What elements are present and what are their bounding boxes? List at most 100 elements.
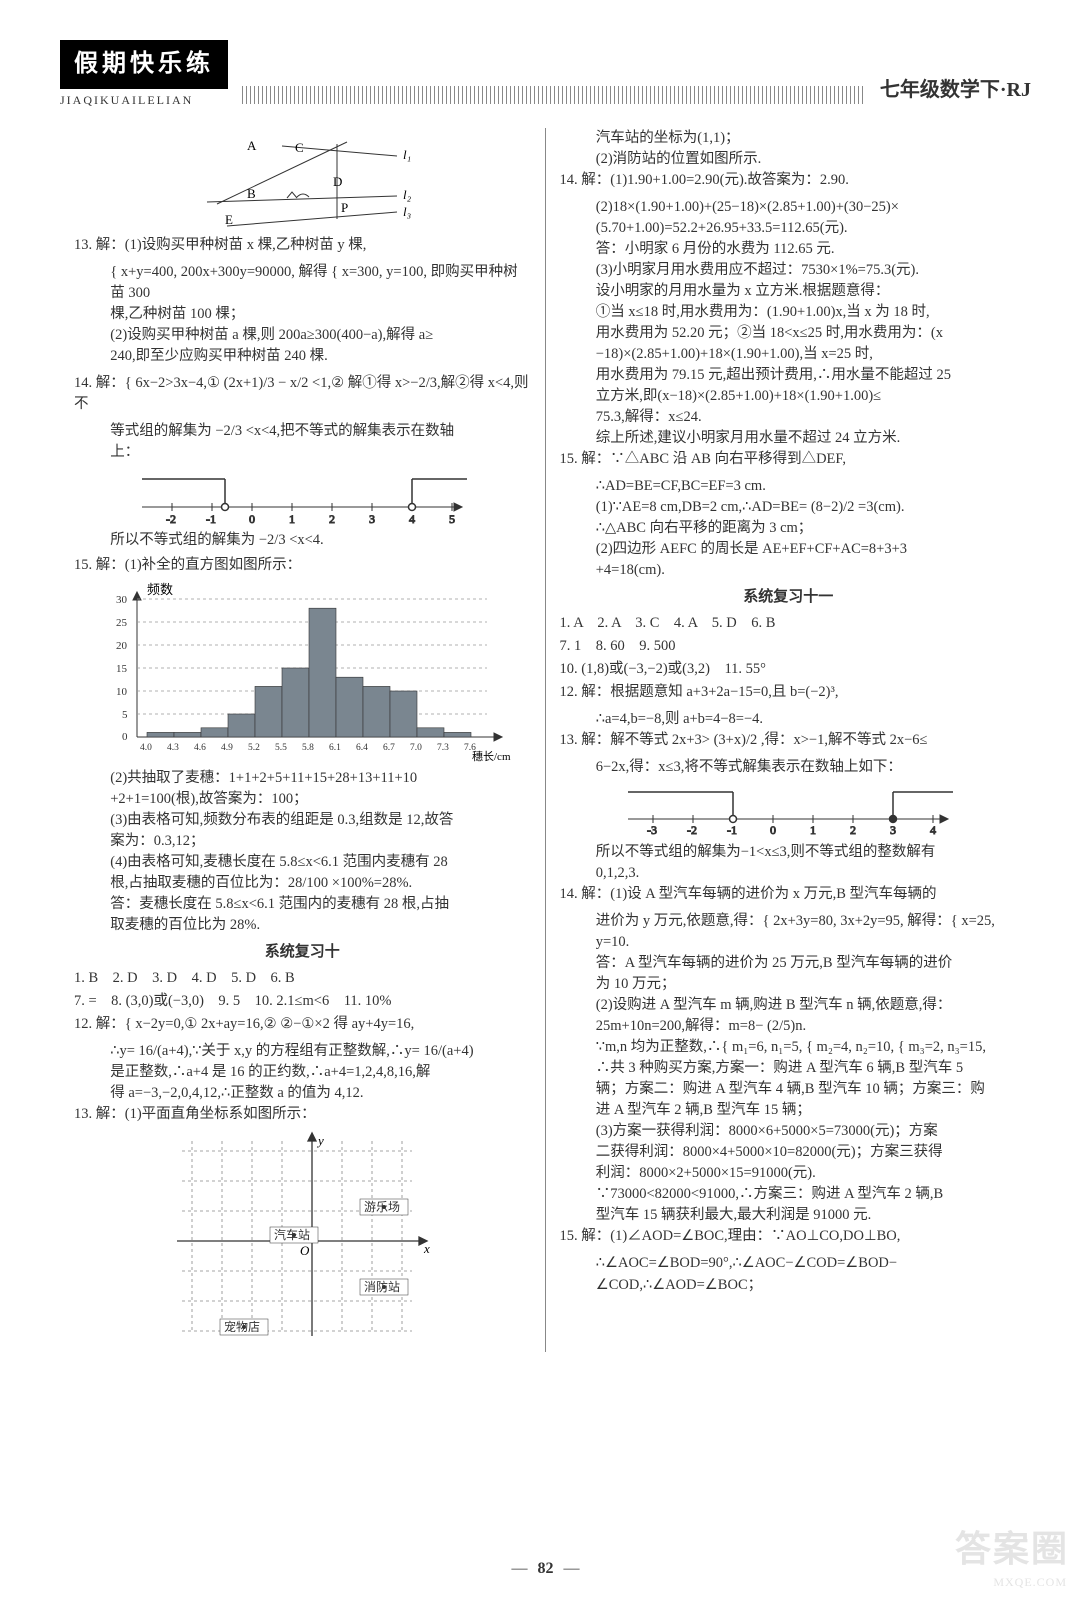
watermark: 答案圈: [955, 1522, 1069, 1578]
svg-text:-2: -2: [687, 823, 697, 836]
r-q14b-4: 为 10 万元；: [560, 974, 1018, 995]
content-columns: A C l₁ B D l₂ E P l₃ 13. 解：(1)设购买甲种树苗 x …: [60, 128, 1031, 1352]
svg-text:4.0: 4.0: [140, 743, 152, 753]
svg-text:4: 4: [930, 823, 936, 836]
r-q13-4: 0,1,2,3.: [560, 863, 1018, 884]
svg-text:-3: -3: [647, 823, 657, 836]
svg-text:20: 20: [116, 640, 128, 652]
r-q14-5: (3)小明家月用水费用应不超过：7530×1%=75.3(元).: [560, 260, 1018, 281]
section-10-title: 系统复习十: [74, 942, 531, 964]
r-q14-13: 综上所述,建议小明家月用水量不超过 24 立方米.: [560, 428, 1018, 449]
r-q14b-1: 14. 解：(1)设 A 型汽车每辆的进价为 x 万元,B 型汽车每辆的: [560, 884, 1018, 905]
svg-text:5: 5: [122, 709, 128, 721]
r-q14b-2: 进价为 y 万元,依题意,得：{ 2x+3y=80, 3x+2y=95, 解得：…: [560, 911, 1018, 953]
r-q14b-13: 利润：8000×2+5000×15=91000(元).: [560, 1163, 1018, 1184]
number-line-1: -2 -1 0 1 2 3 4 5: [122, 469, 482, 524]
q15-line1: 15. 解：(1)补全的直方图如图所示：: [74, 555, 531, 576]
svg-text:消防站: 消防站: [364, 1279, 400, 1294]
r-q15-5: (2)四边形 AEFC 的周长是 AE+EF+CF+AC=8+3+3: [560, 539, 1018, 560]
q13-1-line2: { x+y=400, 200x+300y=90000, 解得 { x=300, …: [74, 262, 531, 304]
svg-text:2: 2: [329, 512, 335, 524]
q13-2-line1: (2)设购买甲种树苗 a 棵,则 200a≥300(400−a),解得 a≥: [74, 325, 531, 346]
r-q15-3: (1)∵AE=8 cm,DB=2 cm,∴AD=BE= (8−2)/2 =3(c…: [560, 497, 1018, 518]
svg-text:6.4: 6.4: [356, 743, 368, 753]
svg-text:5.8: 5.8: [302, 743, 314, 753]
r-q14b-3: 答：A 型汽车每辆的进价为 25 万元,B 型汽车每辆的进价: [560, 953, 1018, 974]
svg-text:0: 0: [122, 731, 128, 743]
svg-text:30: 30: [116, 594, 128, 606]
svg-text:O: O: [300, 1243, 310, 1258]
q15-4b: 根,占抽取麦穗的百位比为：28/100 ×100%=28%.: [74, 873, 531, 894]
r-q14-8: 用水费用为 52.20 元；②当 18<x≤25 时,用水费用为：(x: [560, 323, 1018, 344]
r-q15-1: 15. 解：∵△ABC 沿 AB 向右平移得到△DEF,: [560, 449, 1018, 470]
svg-text:4: 4: [409, 512, 415, 524]
svg-text:汽车站: 汽车站: [274, 1227, 310, 1242]
sec10-q12-3: 是正整数,∴a+4 是 16 的正约数,∴a+4=1,2,4,8,16,解: [74, 1062, 531, 1083]
r-q14b-8: ∴共 3 种购买方案,方案一：购进 A 型汽车 6 辆,B 型汽车 5: [560, 1058, 1018, 1079]
r-q13-3: 所以不等式组的解集为−1<x≤3,则不等式组的整数解有: [560, 842, 1018, 863]
svg-text:-1: -1: [206, 512, 216, 524]
q13-1-line1: 13. 解：(1)设购买甲种树苗 x 棵,乙种树苗 y 棵,: [74, 235, 531, 256]
section-11-title: 系统复习十一: [560, 587, 1018, 609]
sec11-ans3: 10. (1,8)或(−3,−2)或(3,2) 11. 55°: [560, 659, 1018, 680]
r-q15-6: +4=18(cm).: [560, 560, 1018, 581]
svg-text:6.1: 6.1: [329, 743, 341, 753]
svg-text:4.9: 4.9: [221, 743, 233, 753]
svg-text:4.6: 4.6: [194, 743, 206, 753]
svg-text:7.0: 7.0: [410, 743, 422, 753]
svg-text:0: 0: [249, 512, 255, 524]
title-pinyin: JIAQIKUAILELIAN: [60, 91, 228, 110]
number-line-2: -3 -2 -1 0 1 2 3 4: [608, 784, 968, 836]
svg-text:0: 0: [770, 823, 776, 836]
watermark-url: MXQE.COM: [993, 1573, 1067, 1592]
r-q14-12: 75.3,解得：x≤24.: [560, 407, 1018, 428]
svg-text:l₁: l₁: [403, 147, 411, 162]
q14-line3: 上：: [74, 442, 531, 463]
svg-text:2: 2: [850, 823, 856, 836]
r-q12-1: 12. 解：根据题意知 a+3+2a−15=0,且 b=(−2)³,: [560, 682, 1018, 703]
svg-text:-2: -2: [166, 512, 176, 524]
page-number: 82: [0, 1557, 1091, 1582]
sec10-q12-2: ∴y= 16/(a+4),∵关于 x,y 的方程组有正整数解,∴y= 16/(a…: [74, 1041, 531, 1062]
hist-ylabel: 频数: [147, 582, 173, 597]
svg-text:P: P: [341, 200, 348, 215]
svg-text:x: x: [423, 1241, 430, 1256]
svg-text:1: 1: [810, 823, 816, 836]
svg-text:6.7: 6.7: [383, 743, 395, 753]
r-q12-2: ∴a=4,b=−8,则 a+b=4−8=−4.: [560, 709, 1018, 730]
title-cn: 假期快乐练: [60, 40, 228, 89]
r-q13-2: 6−2x,得：x≤3,将不等式解集表示在数轴上如下：: [560, 757, 1018, 778]
svg-text:A: A: [247, 138, 257, 153]
r-q14b-7: ∵m,n 均为正整数,∴{ m₁=6, n₁=5, { m₂=4, n₂=10,…: [560, 1037, 1018, 1058]
r-q14-6: 设小明家的月用水量为 x 立方米.根据题意得：: [560, 281, 1018, 302]
sec10-answers-2: 7. = 8. (3,0)或(−3,0) 9. 5 10. 2.1≤m<6 11…: [74, 991, 531, 1012]
r-q15b-2: ∴∠AOC=∠BOD=90°,∴∠AOC−∠COD=∠BOD−: [560, 1253, 1018, 1274]
svg-text:10: 10: [116, 686, 128, 698]
svg-text:l₃: l₃: [403, 204, 411, 219]
sec11-ans1: 1. A 2. A 3. C 4. A 5. D 6. B: [560, 613, 1018, 634]
r-q15-4: ∴△ABC 向右平移的距离为 3 cm；: [560, 518, 1018, 539]
sec10-q12-4: 得 a=−3,−2,0,4,12,∴正整数 a 的值为 4,12.: [74, 1083, 531, 1104]
svg-text:4.3: 4.3: [167, 743, 179, 753]
svg-text:宠物店: 宠物店: [224, 1319, 260, 1334]
q15-3a: (3)由表格可知,频数分布表的组距是 0.3,组数是 12,故答: [74, 810, 531, 831]
r-top2: (2)消防站的位置如图所示.: [560, 149, 1018, 170]
coordinate-figure: y x O 游乐场 汽车站 消防站 宠物店: [162, 1131, 442, 1346]
r-q14b-12: 二获得利润：8000×4+5000×10=82000(元)；方案三获得: [560, 1142, 1018, 1163]
q13-2-line2: 240,即至少应购买甲种树苗 240 棵.: [74, 346, 531, 367]
svg-text:l₂: l₂: [403, 187, 412, 202]
r-top1: 汽车站的坐标为(1,1)；: [560, 128, 1018, 149]
svg-text:5.5: 5.5: [275, 743, 287, 753]
ruler-decoration: [242, 86, 866, 104]
r-q14b-15: 型汽车 15 辆获利最大,最大利润是 91000 元.: [560, 1205, 1018, 1226]
geometry-figure-lines: A C l₁ B D l₂ E P l₃: [187, 134, 417, 229]
r-q14b-10: 进 A 型汽车 2 辆,B 型汽车 15 辆；: [560, 1100, 1018, 1121]
svg-text:25: 25: [116, 617, 128, 629]
svg-text:15: 15: [116, 663, 128, 675]
svg-text:3: 3: [369, 512, 375, 524]
left-column: A C l₁ B D l₂ E P l₃ 13. 解：(1)设购买甲种树苗 x …: [60, 128, 546, 1352]
r-q14b-11: (3)方案一获得利润：8000×6+5000×5=73000(元)；方案: [560, 1121, 1018, 1142]
sec10-q13-1: 13. 解：(1)平面直角坐标系如图所示：: [74, 1104, 531, 1125]
q15-ans2: 取麦穗的百位比为 28%.: [74, 915, 531, 936]
r-q15b-1: 15. 解：(1)∠AOD=∠BOC,理由：∵AO⊥CO,DO⊥BO,: [560, 1226, 1018, 1247]
